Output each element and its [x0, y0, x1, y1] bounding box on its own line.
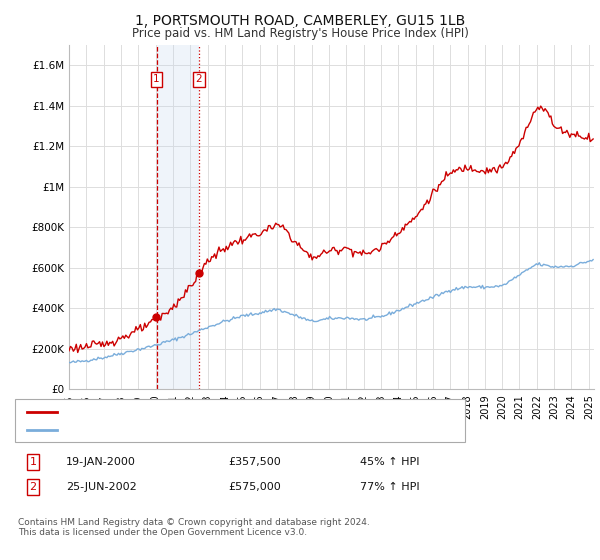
Text: 19-JAN-2000: 19-JAN-2000 — [66, 457, 136, 467]
Text: 1: 1 — [29, 457, 37, 467]
Text: 1, PORTSMOUTH ROAD, CAMBERLEY, GU15 1LB (detached house): 1, PORTSMOUTH ROAD, CAMBERLEY, GU15 1LB … — [63, 407, 404, 417]
Text: £357,500: £357,500 — [228, 457, 281, 467]
Text: £575,000: £575,000 — [228, 482, 281, 492]
Text: Price paid vs. HM Land Registry's House Price Index (HPI): Price paid vs. HM Land Registry's House … — [131, 27, 469, 40]
Text: 2: 2 — [29, 482, 37, 492]
Text: 45% ↑ HPI: 45% ↑ HPI — [360, 457, 419, 467]
Bar — [157, 45, 199, 389]
Text: 1, PORTSMOUTH ROAD, CAMBERLEY, GU15 1LB: 1, PORTSMOUTH ROAD, CAMBERLEY, GU15 1LB — [135, 14, 465, 28]
Text: 1: 1 — [153, 74, 160, 84]
Text: Contains HM Land Registry data © Crown copyright and database right 2024.
This d: Contains HM Land Registry data © Crown c… — [18, 518, 370, 538]
Text: 25-JUN-2002: 25-JUN-2002 — [66, 482, 137, 492]
Text: HPI: Average price, detached house, Surrey Heath: HPI: Average price, detached house, Surr… — [63, 425, 325, 435]
Text: 2: 2 — [195, 74, 202, 84]
Text: 77% ↑ HPI: 77% ↑ HPI — [360, 482, 419, 492]
